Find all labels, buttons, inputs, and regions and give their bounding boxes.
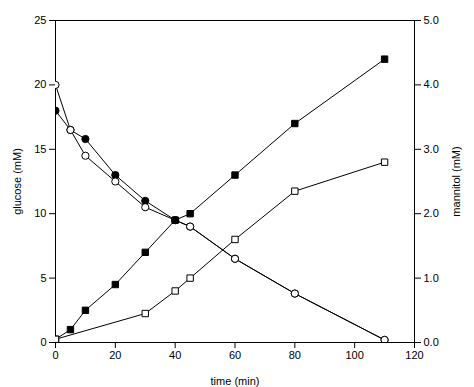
svg-text:15: 15 — [34, 143, 46, 155]
svg-text:2.0: 2.0 — [424, 207, 439, 219]
svg-text:20: 20 — [34, 78, 46, 90]
svg-text:time (min): time (min) — [211, 375, 260, 387]
svg-text:glucose (mM): glucose (mM) — [11, 148, 23, 215]
svg-text:mannitol (mM): mannitol (mM) — [450, 146, 462, 216]
svg-text:0.0: 0.0 — [424, 336, 439, 348]
svg-text:100: 100 — [345, 349, 363, 361]
svg-text:25: 25 — [34, 14, 46, 26]
svg-text:0: 0 — [40, 336, 46, 348]
svg-text:1.0: 1.0 — [424, 272, 439, 284]
svg-text:3.0: 3.0 — [424, 143, 439, 155]
svg-text:5.0: 5.0 — [424, 14, 439, 26]
svg-text:10: 10 — [34, 207, 46, 219]
svg-text:20: 20 — [109, 349, 121, 361]
svg-text:5: 5 — [40, 272, 46, 284]
svg-text:4.0: 4.0 — [424, 78, 439, 90]
svg-text:60: 60 — [229, 349, 241, 361]
svg-text:40: 40 — [169, 349, 181, 361]
svg-text:80: 80 — [289, 349, 301, 361]
svg-text:120: 120 — [405, 349, 423, 361]
svg-text:0: 0 — [52, 349, 58, 361]
